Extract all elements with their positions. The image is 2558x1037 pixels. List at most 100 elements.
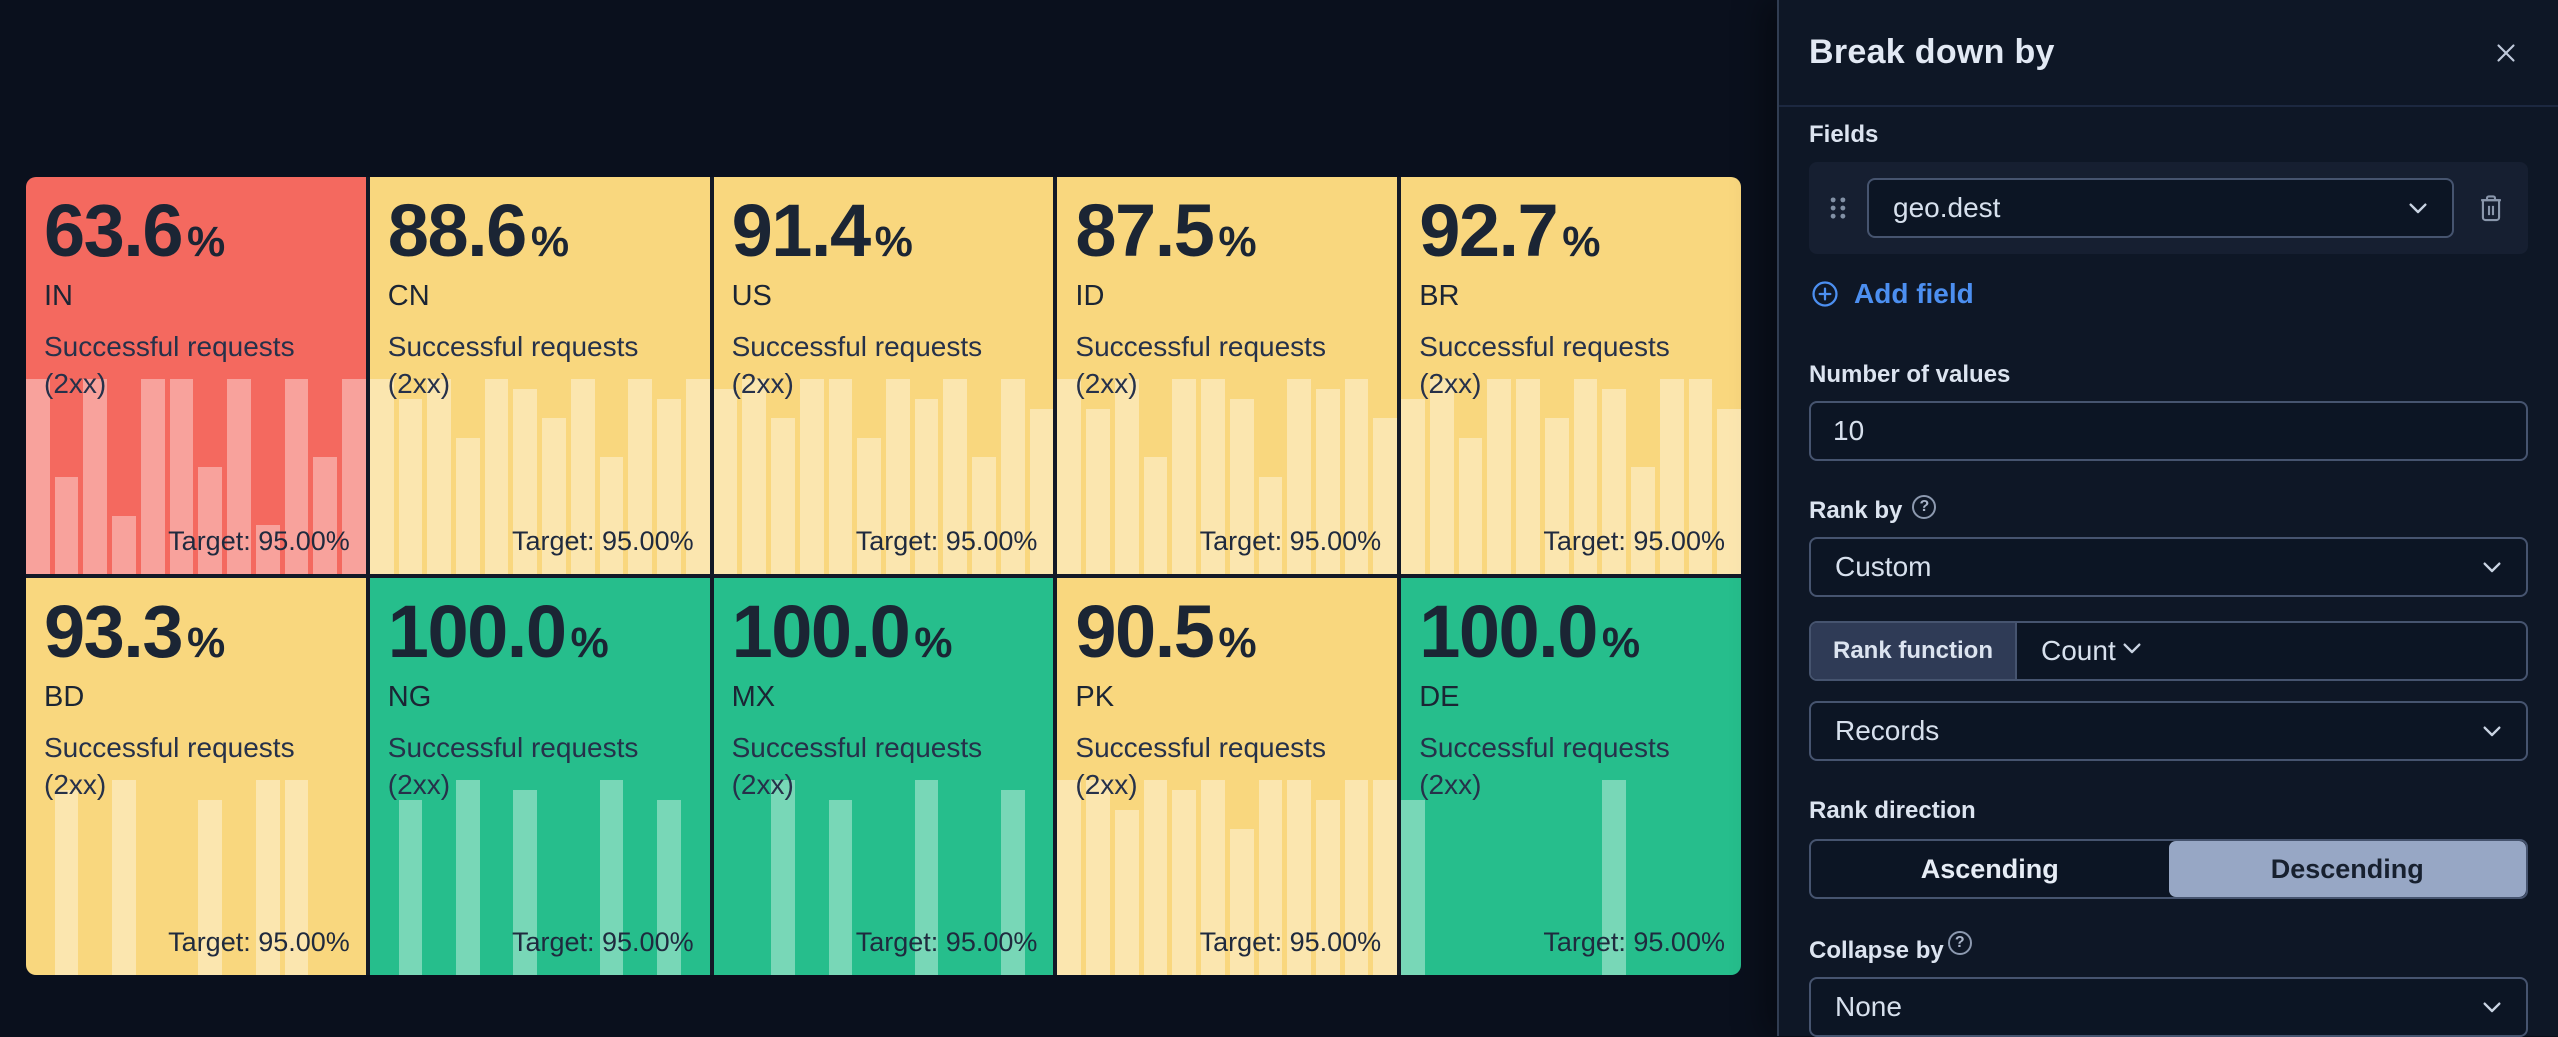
metric-target: Target: 95.00% — [1199, 526, 1382, 556]
delete-field-button[interactable] — [2468, 185, 2514, 231]
trend-bar — [456, 780, 480, 975]
close-button[interactable] — [2484, 31, 2528, 75]
trend-bar — [1201, 780, 1225, 975]
collapse-by-select[interactable]: None — [1809, 977, 2528, 1037]
trend-bar — [1057, 379, 1082, 574]
metric-breakdown-term: CN — [387, 279, 430, 312]
rank-metric-select[interactable]: Records — [1809, 701, 2528, 761]
field-select-value: geo.dest — [1893, 192, 2001, 223]
trend-bar — [1229, 398, 1254, 574]
trend-bar — [943, 379, 968, 574]
metric-value: 100.0% — [731, 590, 953, 673]
close-icon — [2491, 38, 2521, 68]
metric-grid: 63.6% IN Successful requests (2xx) Target: 9… — [26, 177, 1741, 975]
trend-bar — [1229, 829, 1254, 975]
trend-bar — [255, 525, 280, 574]
metric-target: Target: 95.00% — [855, 526, 1038, 556]
metric-tile-NG[interactable]: 100.0% NG Successful requests (2xx) Target: … — [369, 578, 710, 975]
trend-bar — [1114, 379, 1139, 574]
metric-tile-PK[interactable]: 90.5% PK Successful requests (2xx) Target: 9… — [1057, 578, 1398, 975]
trend-bar — [1201, 379, 1225, 574]
trend-bar — [369, 379, 394, 574]
metric-breakdown-term: NG — [387, 680, 432, 713]
trend-bar — [313, 457, 338, 574]
chevron-down-icon — [2476, 715, 2508, 747]
trend-bar — [1086, 780, 1110, 975]
metric-value: 100.0% — [387, 590, 609, 673]
rank-by-select[interactable]: Custom — [1809, 537, 2528, 597]
trend-bar — [456, 437, 480, 574]
trend-bar — [198, 799, 223, 975]
add-field-button[interactable]: Add field — [1809, 278, 1974, 310]
trend-bars — [1401, 379, 1741, 574]
trend-bar — [284, 379, 309, 574]
trend-bar — [570, 379, 595, 574]
metric-unit: % — [914, 619, 953, 667]
trend-bar — [657, 398, 681, 574]
metric-tile-US[interactable]: 91.4% US Successful requests (2xx) Target: 9… — [713, 177, 1054, 574]
trend-bar — [1114, 809, 1139, 975]
trend-bar — [542, 418, 566, 574]
metric-subtitle: Successful requests (2xx) — [44, 330, 295, 399]
metric-breakdown-term: DE — [1419, 680, 1460, 713]
metric-tile-MX[interactable]: 100.0% MX Successful requests (2xx) Target: … — [713, 578, 1054, 975]
trend-bar — [799, 379, 824, 574]
rank-direction-descending-button[interactable]: Descending — [2168, 841, 2526, 897]
trend-bars — [370, 780, 710, 975]
metric-tile-BR[interactable]: 92.7% BR Successful requests (2xx) Target: 9… — [1401, 177, 1741, 574]
metric-tile-BD[interactable]: 93.3% BD Successful requests (2xx) Target: 9… — [26, 578, 366, 975]
drag-handle-icon[interactable] — [1823, 193, 1853, 223]
rank-direction-label: Rank direction — [1809, 797, 1976, 824]
trend-bars — [26, 780, 366, 975]
chevron-down-icon — [2116, 632, 2148, 671]
trend-bar — [169, 379, 194, 574]
trend-bar — [484, 379, 509, 574]
metric-target: Target: 95.00% — [168, 927, 350, 957]
flyout-title: Break down by — [1809, 33, 2055, 71]
metric-value: 88.6% — [387, 189, 570, 272]
trend-bar — [886, 379, 910, 574]
metric-subtitle: Successful requests (2xx) — [1419, 731, 1670, 800]
trend-bar — [1717, 408, 1741, 574]
metric-unit: % — [187, 218, 226, 266]
trend-bar — [342, 379, 366, 574]
trash-icon — [2474, 191, 2508, 225]
trend-bar — [1000, 790, 1025, 975]
metric-tile-ID[interactable]: 87.5% ID Successful requests (2xx) Target: 9… — [1057, 177, 1398, 574]
trend-bar — [771, 780, 795, 975]
rank-function-label: Rank function — [1811, 623, 2017, 679]
number-of-values-input[interactable] — [1809, 401, 2528, 461]
trend-bar — [972, 457, 996, 574]
breakdown-flyout: Break down by Fields geo.dest — [1777, 0, 2558, 1037]
trend-bar — [1401, 398, 1425, 574]
metric-breakdown-term: IN — [44, 279, 73, 312]
collapse-by-label: Collapse by — [1809, 937, 1944, 964]
rank-direction-ascending-button[interactable]: Ascending — [1811, 841, 2169, 897]
trend-bars — [369, 379, 710, 574]
chevron-down-icon — [2476, 991, 2508, 1023]
trend-bars — [1401, 780, 1741, 975]
trend-bars — [1057, 379, 1398, 574]
trend-bar — [1287, 780, 1311, 975]
trend-bar — [713, 389, 738, 574]
rank-function-select[interactable]: Count — [2017, 623, 2526, 679]
trend-bar — [398, 398, 423, 574]
rank-metric-value: Records — [1835, 715, 1940, 746]
trend-bar — [83, 379, 108, 574]
metric-tile-DE[interactable]: 100.0% DE Successful requests (2xx) Target: … — [1401, 578, 1741, 975]
metric-target: Target: 95.00% — [855, 927, 1038, 957]
trend-bar — [1659, 379, 1684, 574]
metric-value: 63.6% — [44, 189, 226, 272]
trend-bar — [1258, 780, 1283, 975]
field-select[interactable]: geo.dest — [1867, 178, 2454, 238]
metric-unit: % — [187, 619, 226, 667]
chevron-down-icon — [2476, 551, 2508, 583]
metric-value: 92.7% — [1419, 189, 1601, 272]
metric-target: Target: 95.00% — [511, 526, 694, 556]
trend-bars — [713, 379, 1054, 574]
question-icon: ? — [1912, 495, 1937, 519]
metric-tile-CN[interactable]: 88.6% CN Successful requests (2xx) Target: 9… — [369, 177, 710, 574]
trend-bars — [714, 780, 1054, 975]
metric-tile-IN[interactable]: 63.6% IN Successful requests (2xx) Target: 9… — [26, 177, 366, 574]
trend-bar — [1143, 457, 1168, 574]
